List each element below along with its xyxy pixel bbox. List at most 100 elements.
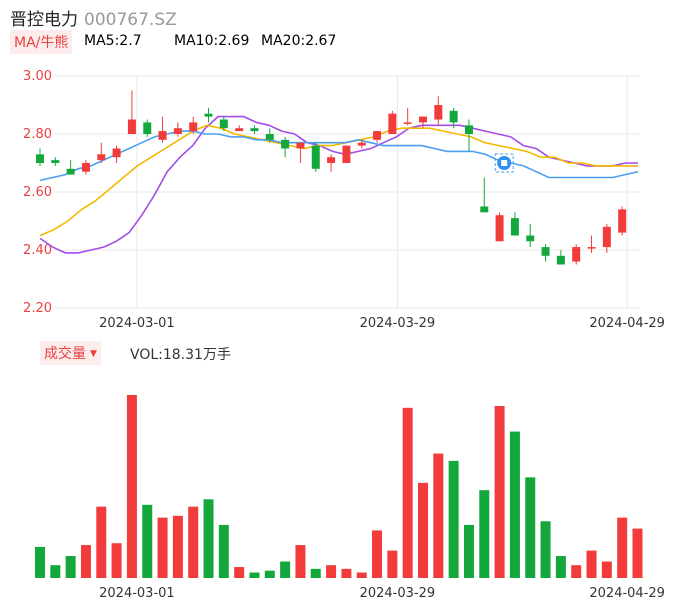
candle bbox=[342, 145, 351, 163]
ma5-label: MA5:2.7 bbox=[84, 33, 142, 49]
volume-bar bbox=[157, 517, 168, 578]
candle-body bbox=[189, 122, 198, 132]
volume-bar bbox=[402, 407, 413, 578]
volume-bar bbox=[509, 431, 520, 578]
volume-bar bbox=[126, 395, 137, 578]
candle bbox=[373, 131, 382, 143]
candle-body bbox=[66, 168, 75, 175]
candle bbox=[127, 90, 136, 134]
candle-body bbox=[510, 218, 519, 236]
candle-body bbox=[235, 128, 244, 132]
candle-body bbox=[265, 134, 274, 140]
candle-body bbox=[327, 157, 336, 163]
volume-bar bbox=[65, 556, 76, 578]
candle bbox=[434, 96, 443, 126]
candle-body bbox=[602, 226, 611, 248]
candle-body bbox=[51, 160, 60, 163]
volume-bar bbox=[571, 565, 582, 578]
volume-bar bbox=[418, 482, 428, 578]
marker-frame bbox=[494, 153, 514, 173]
candle-body bbox=[449, 110, 458, 123]
candle bbox=[556, 250, 565, 265]
ma-toggle-button[interactable]: MA/牛熊 bbox=[10, 30, 73, 54]
volume-bar bbox=[387, 550, 398, 578]
stock-code: 000767.SZ bbox=[84, 10, 177, 30]
candle-body bbox=[311, 145, 320, 169]
volume-bar bbox=[540, 521, 551, 578]
candle-body bbox=[403, 122, 412, 124]
volume-bar bbox=[601, 561, 612, 578]
candle bbox=[388, 110, 397, 134]
volume-bars bbox=[35, 395, 643, 578]
volume-bar bbox=[463, 524, 474, 578]
candle bbox=[97, 142, 106, 163]
candle bbox=[449, 107, 458, 129]
volume-bar bbox=[356, 572, 367, 578]
candle bbox=[112, 145, 121, 163]
candle bbox=[143, 119, 152, 137]
ma5-line bbox=[39, 115, 638, 254]
candle bbox=[219, 116, 228, 132]
candle-body bbox=[495, 215, 504, 242]
candle-body bbox=[434, 105, 443, 120]
volume-bar bbox=[111, 543, 122, 578]
volume-bar bbox=[295, 545, 306, 578]
volume-bar bbox=[448, 460, 459, 578]
candle-body bbox=[250, 128, 259, 132]
info-icon-glyph bbox=[501, 160, 508, 166]
candle-body bbox=[587, 247, 596, 249]
candle-body bbox=[296, 142, 305, 149]
y-tick-label: 2.20 bbox=[23, 301, 52, 316]
y-tick-label: 3.00 bbox=[23, 69, 52, 84]
candle-body bbox=[541, 247, 550, 256]
y-tick-label: 2.60 bbox=[23, 185, 52, 200]
volume-bar bbox=[310, 568, 321, 578]
volume-bar bbox=[586, 550, 597, 578]
x-tick-label: 2024-03-29 bbox=[360, 586, 436, 601]
candle bbox=[311, 142, 320, 172]
candle bbox=[158, 116, 167, 143]
candle-body bbox=[112, 148, 121, 158]
candle bbox=[419, 116, 427, 129]
candle bbox=[602, 223, 611, 253]
candle bbox=[36, 148, 44, 166]
volume-bar bbox=[555, 556, 566, 578]
candle bbox=[296, 142, 305, 163]
volume-bar bbox=[50, 565, 61, 578]
volume-bar bbox=[341, 568, 352, 578]
candle bbox=[480, 177, 489, 213]
volume-bar bbox=[142, 504, 153, 578]
candle bbox=[265, 128, 274, 143]
candle bbox=[51, 157, 60, 166]
caret-down-icon: ▼ bbox=[90, 349, 97, 359]
candle bbox=[510, 212, 519, 236]
candle-body bbox=[342, 145, 351, 163]
candle-body bbox=[173, 128, 182, 134]
stock-name: 晋控电力 bbox=[10, 10, 78, 30]
candle bbox=[357, 139, 366, 149]
candle-body bbox=[158, 131, 167, 140]
price-grid bbox=[53, 75, 640, 309]
candle bbox=[572, 244, 581, 265]
candle bbox=[281, 136, 290, 158]
volume-bar bbox=[264, 570, 275, 578]
price-x-axis: 2024-03-01 2024-03-29 2024-04-29 bbox=[99, 316, 665, 331]
candle bbox=[173, 122, 182, 137]
candle bbox=[495, 212, 504, 242]
candle bbox=[189, 116, 198, 134]
volume-bar bbox=[234, 567, 245, 578]
candle-body bbox=[81, 163, 90, 172]
stock-title: 晋控电力 000767.SZ bbox=[10, 5, 177, 30]
candle bbox=[235, 125, 244, 132]
volume-bar bbox=[203, 499, 214, 578]
candle bbox=[618, 206, 627, 236]
volume-value: VOL:18.31万手 bbox=[130, 347, 231, 363]
volume-bar bbox=[218, 524, 229, 578]
candle-body bbox=[556, 255, 565, 265]
candle-body bbox=[143, 122, 152, 134]
candle-body bbox=[281, 139, 290, 149]
candle-body bbox=[464, 125, 473, 134]
volume-bar bbox=[617, 517, 628, 578]
volume-indicator-button[interactable]: 成交量 ▼ bbox=[40, 341, 101, 365]
